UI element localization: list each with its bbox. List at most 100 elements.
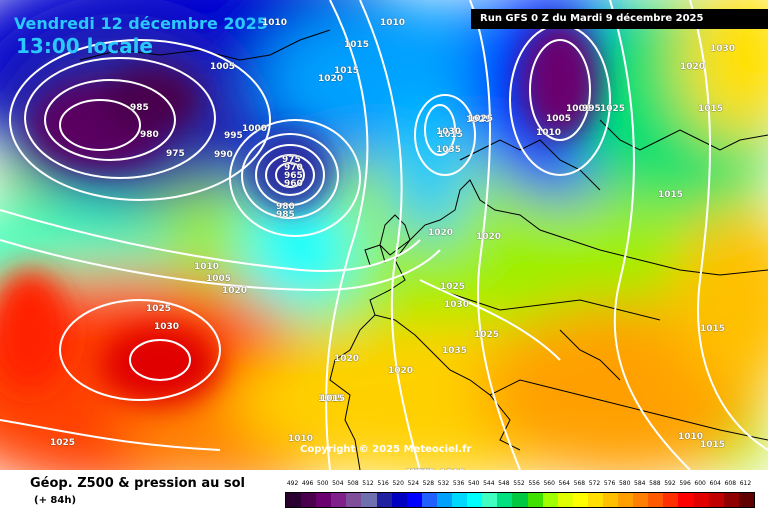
legend-swatch (452, 493, 468, 507)
legend-swatch (693, 493, 709, 507)
isobar-label: 1035 (436, 145, 462, 155)
legend-tick-label: 576 (603, 480, 616, 487)
copyright-notice: Copyright © 2025 Meteociel.fr (300, 444, 472, 455)
isobar-label: 1005 (206, 274, 232, 284)
geopotential-map (0, 0, 768, 470)
isobar-label: 1030 (710, 44, 736, 54)
isobar-label: 1025 (468, 114, 494, 124)
isobar-label: 1010 (262, 18, 288, 28)
isobar-label: 1015 (698, 104, 724, 114)
legend-tick-label: 536 (452, 480, 465, 487)
isobar-label: 1010 (288, 434, 314, 444)
isobar-label: 1030 (444, 300, 470, 310)
legend-tick-label: 580 (618, 480, 631, 487)
legend-tick-label: 528 (422, 480, 435, 487)
legend-tick-label: 504 (332, 480, 344, 487)
isobar-label: 995 (582, 104, 601, 114)
forecast-time: 13:00 locale (16, 34, 153, 58)
legend-tick-label: 560 (543, 480, 555, 487)
isobar-label: 985 (130, 103, 149, 113)
legend-swatch (391, 493, 407, 507)
legend-tick-label: 596 (679, 480, 691, 487)
legend-tick-label: 548 (498, 480, 510, 487)
legend-tick-label: 592 (664, 480, 676, 487)
legend-swatch (361, 493, 377, 507)
legend-tick-label: 608 (724, 480, 737, 487)
legend-swatch (738, 493, 754, 507)
legend-tick-label: 600 (694, 480, 706, 487)
legend-tick-label: 584 (634, 480, 646, 487)
isobar-label: 1020 (318, 74, 344, 84)
isobar-label: 970 (284, 163, 303, 173)
isobar-label: 1010 (194, 262, 220, 272)
isobar-label: 1035 (442, 346, 468, 356)
legend-swatch (602, 493, 619, 507)
color-legend: 492 496 500 504 508 512 516 520 524 528 532 536 540 5… (285, 480, 755, 508)
legend-swatch (512, 493, 528, 507)
isobar-label: 1000 (242, 124, 268, 134)
legend-tick-label: 552 (513, 480, 525, 487)
isobar-label: 1030 (436, 127, 462, 137)
legend-tick-label: 512 (362, 480, 374, 487)
isobars (0, 0, 768, 470)
isobar-label: 965 (284, 171, 303, 181)
legend-tick-label: 500 (317, 480, 329, 487)
isobar-label: 1030 (154, 322, 180, 332)
isobar-label: 1025 (50, 438, 76, 448)
isobar-label: 980 (276, 202, 295, 212)
isobar-label: 1025 (600, 104, 626, 114)
isobar-label: 1015 (344, 40, 370, 50)
isobar-label: 1025 (466, 115, 492, 125)
legend-tick-label: 524 (407, 480, 420, 487)
isobar-label: 1020 (388, 366, 414, 376)
isobar-label: 1015 (318, 394, 344, 404)
legend-swatch (557, 493, 573, 507)
isobar-label: 1020 (222, 286, 248, 296)
legend-tick-label: 532 (437, 480, 450, 487)
legend-swatch (286, 493, 302, 507)
legend-swatch (421, 493, 437, 507)
legend-swatch (436, 493, 453, 507)
legend-swatch (527, 493, 543, 507)
isobar-label: 975 (166, 149, 185, 159)
legend-swatch (708, 493, 724, 507)
isobar-label: 985 (276, 210, 295, 220)
legend-swatch (376, 493, 392, 507)
isobar-label: 1025 (474, 330, 500, 340)
isobar-label: 1020 (680, 62, 706, 72)
isobar-label: 1015 (438, 130, 464, 140)
z500-field (0, 0, 768, 470)
legend-swatch (723, 493, 739, 507)
forecast-date: Vendredi 12 décembre 2025 (14, 14, 268, 33)
chart-title: Géop. Z500 & pression au sol (30, 476, 245, 491)
legend-swatch (648, 493, 664, 507)
legend-tick-label: 572 (588, 480, 601, 487)
legend-tick-label: 564 (558, 480, 570, 487)
isobar-label: 1005 (546, 114, 572, 124)
legend-swatch (482, 493, 498, 507)
legend-swatch (678, 493, 694, 507)
legend-tick-label: 508 (347, 480, 359, 487)
footer-bar: Géop. Z500 & pression au sol (+ 84h) 492… (0, 470, 768, 512)
legend-swatch (406, 493, 422, 507)
model-run-label: Run GFS 0 Z du Mardi 9 décembre 2025 (471, 9, 768, 29)
isobar-label: 1020 (428, 228, 454, 238)
isobar-label: 1005 (210, 62, 236, 72)
isobar-label: 1015 (334, 66, 360, 76)
isobar-label: 1000 (566, 104, 592, 114)
forecast-step: (+ 84h) (34, 495, 77, 506)
legend-tick-label: 540 (467, 480, 480, 487)
isobar-label: 1010 (380, 18, 406, 28)
legend-tick-label: 492 (286, 480, 299, 487)
legend-swatch (316, 493, 332, 507)
legend-colorbar (285, 492, 755, 508)
isobar-label: 1015 (658, 190, 684, 200)
legend-ticks: 492 496 500 504 508 512 516 520 524 528 532 536 540 5… (285, 480, 755, 490)
isobar-label: 975 (282, 155, 301, 165)
legend-tick-label: 604 (709, 480, 721, 487)
legend-swatch (663, 493, 679, 507)
isobar-label: 1010 (678, 432, 704, 442)
legend-tick-label: 544 (483, 480, 495, 487)
legend-tick-label: 516 (377, 480, 389, 487)
